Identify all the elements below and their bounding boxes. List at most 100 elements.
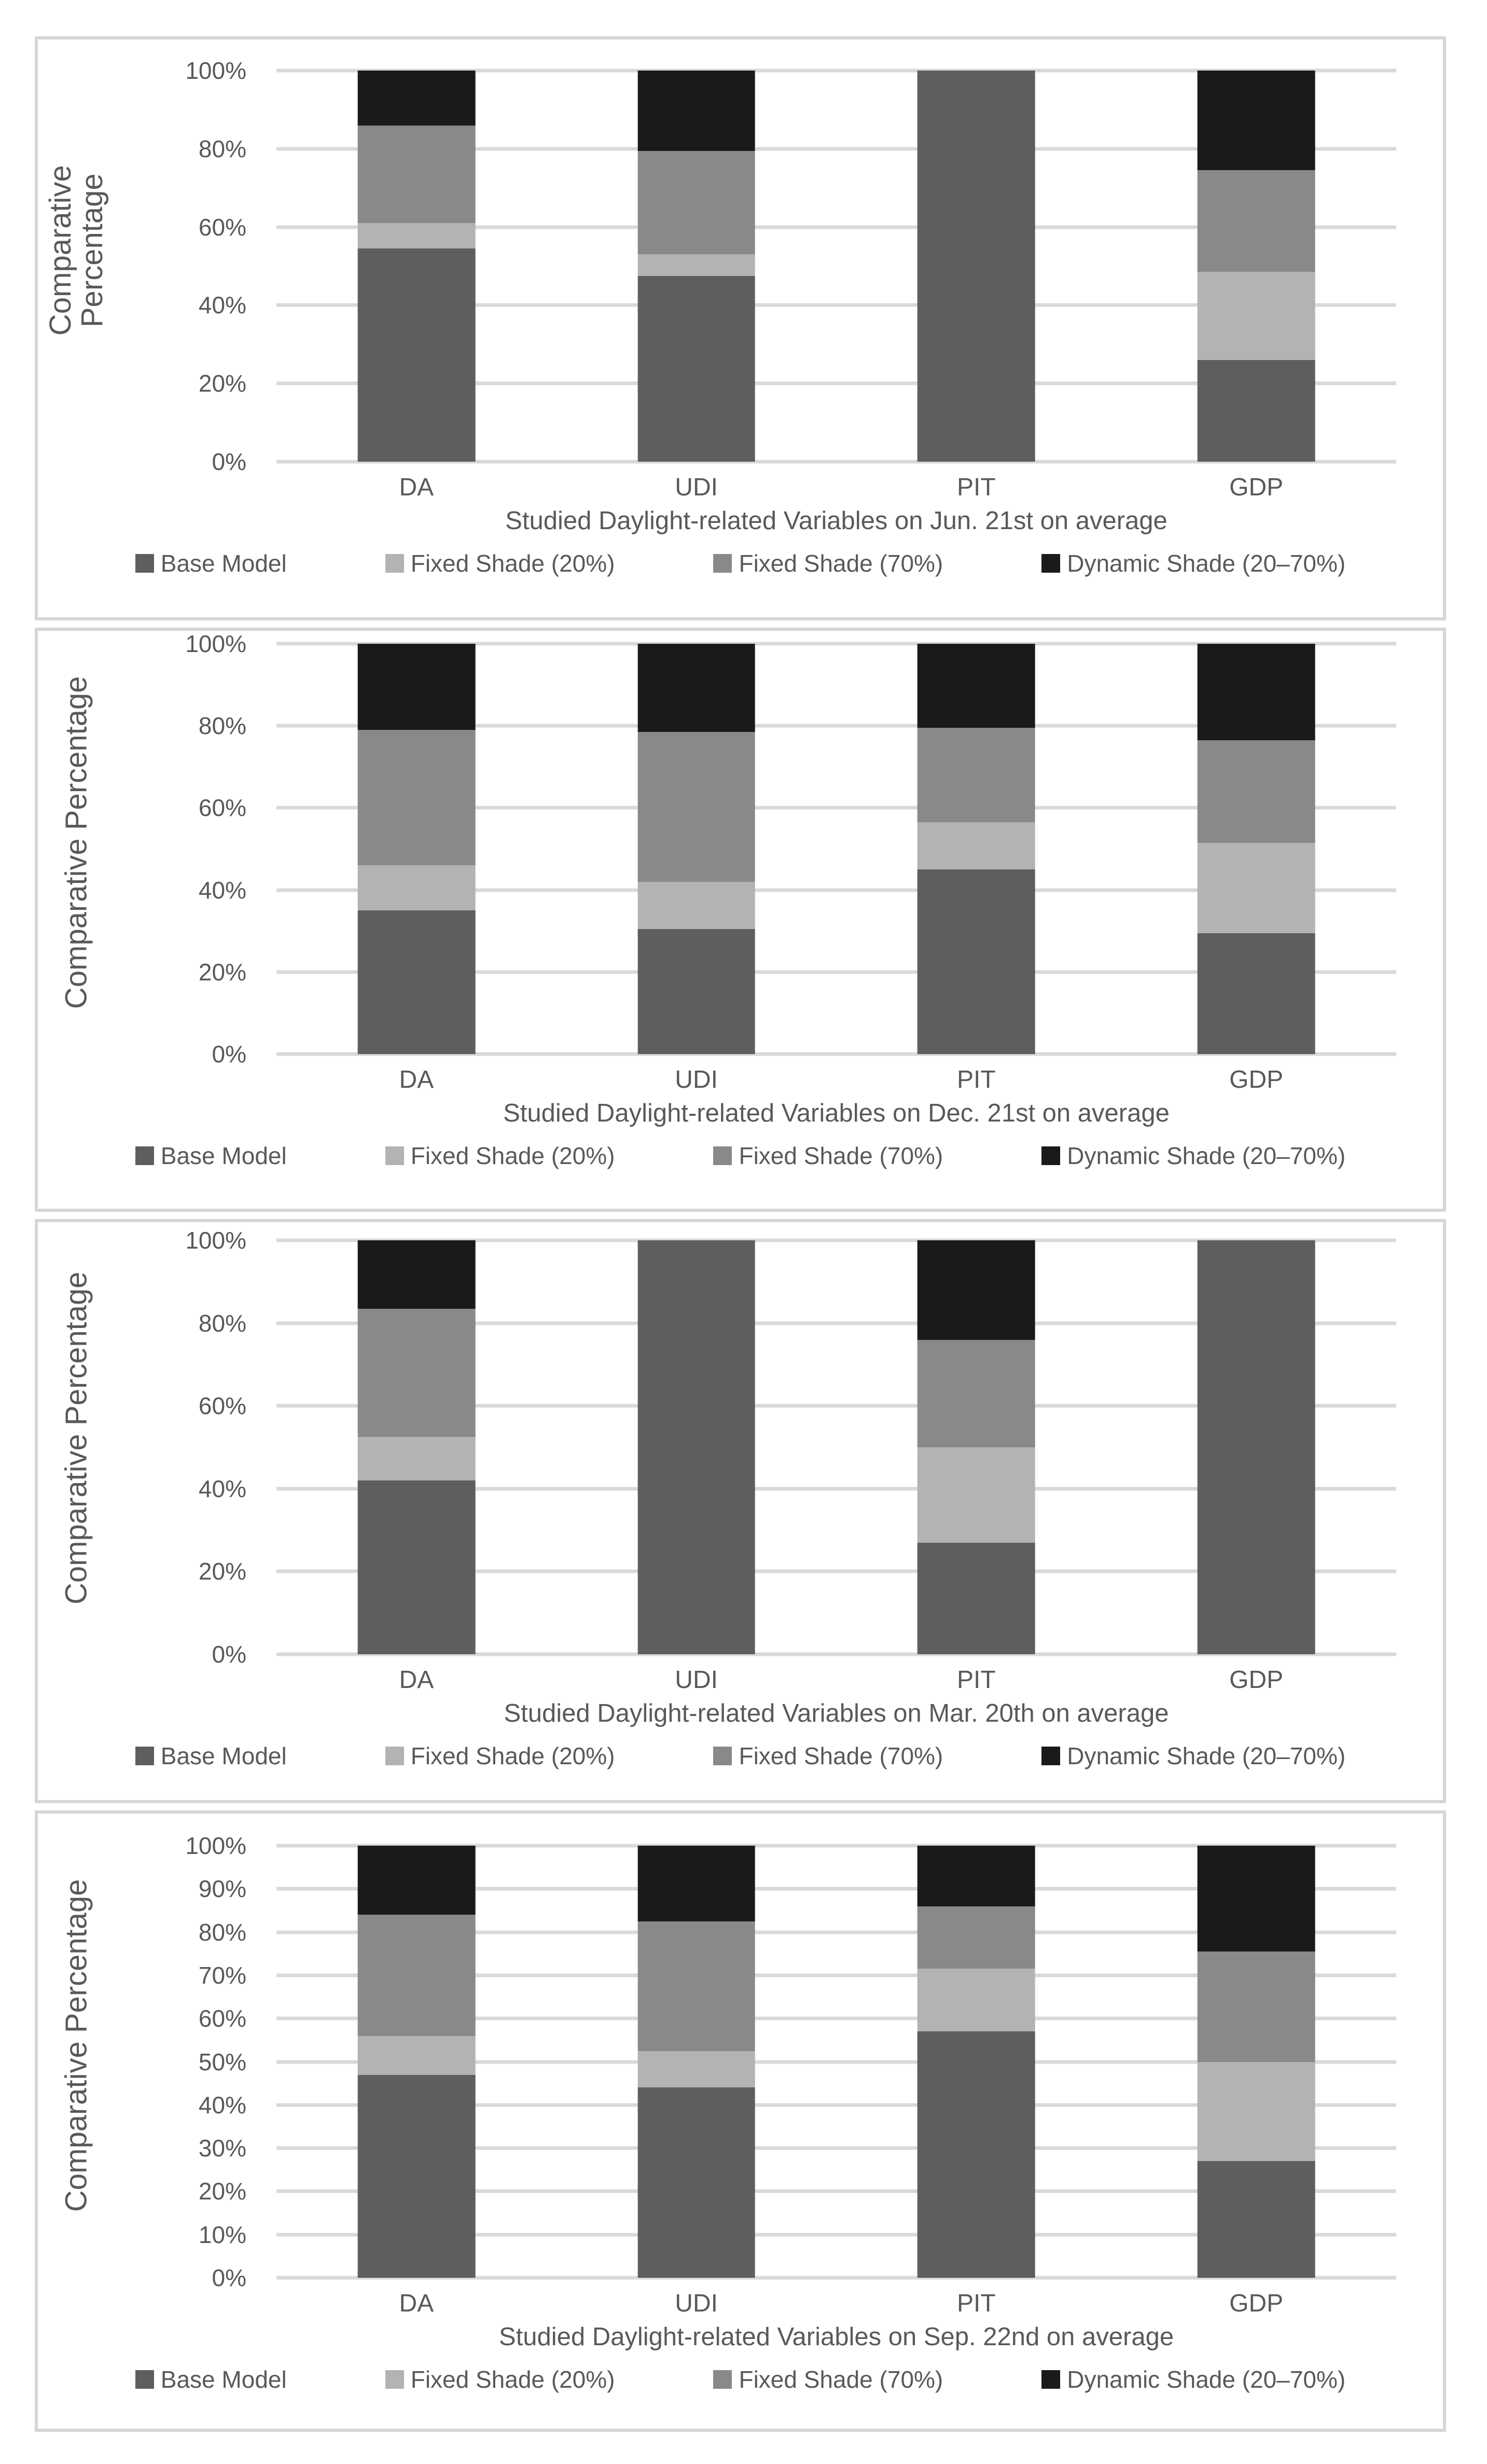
- bar-segment: [637, 929, 755, 1054]
- legend-label: Fixed Shade (20%): [410, 550, 615, 577]
- bar-segment: [637, 71, 755, 151]
- bar-segment: [357, 2036, 476, 2075]
- chart-panels-stack: Comparative Percentage 100% 80% 60% 40% 20% 0…: [35, 36, 1446, 2439]
- bar-segment: [918, 1339, 1035, 1448]
- legend-item: Base Model: [135, 549, 287, 577]
- legend-marker-icon: [713, 1146, 732, 1165]
- bar-segment: [918, 1969, 1035, 2032]
- y-axis-tick-label: 30%: [198, 2135, 246, 2162]
- bar-slot-pit: [837, 1240, 1117, 1654]
- gridline: [276, 2016, 1396, 2020]
- chart-panel-dec-21: Comparative Percentage 100% 80% 60% 40% 20% 0…: [35, 628, 1446, 1212]
- x-axis-category-label: DA: [399, 474, 434, 501]
- legend-marker-icon: [135, 2370, 154, 2389]
- bar-segment: [357, 223, 476, 249]
- plot-area: 100% 80% 60% 40% 20% 0%: [185, 630, 1396, 1068]
- bar-segment: [918, 71, 1035, 462]
- legend-marker-icon: [135, 1146, 154, 1165]
- y-axis-tick-label: 100%: [185, 630, 246, 657]
- chart-panel-mar-20: Comparative Percentage 100% 80% 60% 40% 20% 0…: [35, 1219, 1446, 1803]
- bar-segment: [1197, 359, 1315, 462]
- legend-item: Fixed Shade (70%): [713, 1142, 943, 1170]
- x-axis-title: Studied Daylight-related Variables on Ju…: [505, 507, 1168, 535]
- chart-zone: Comparative Percentage 100% 90% 80% 70% 60% 5…: [38, 1814, 1443, 2291]
- y-axis-tick-label: 80%: [198, 1309, 246, 1337]
- x-axis-title: Studied Daylight-related Variables on Ma…: [504, 1699, 1169, 1727]
- gridline: [276, 381, 1396, 385]
- gridline: [276, 1930, 1396, 1934]
- y-axis-title: Comparative Percentage: [59, 1271, 93, 1605]
- bar-segment: [637, 275, 755, 462]
- y-axis-tick-label: 20%: [198, 1558, 246, 1585]
- bar-segment: [637, 644, 755, 732]
- bar-slot-da: [276, 644, 557, 1054]
- legend-item: Base Model: [135, 1142, 287, 1170]
- legend-label: Fixed Shade (70%): [739, 550, 943, 577]
- gridline: [276, 970, 1396, 974]
- legend-label: Dynamic Shade (20–70%): [1067, 1742, 1346, 1769]
- legend-item: Fixed Shade (20%): [385, 549, 615, 577]
- legend-item: Fixed Shade (70%): [713, 2365, 943, 2393]
- legend-label: Fixed Shade (20%): [410, 1742, 615, 1769]
- x-axis-title: Studied Daylight-related Variables on De…: [503, 1099, 1170, 1127]
- y-axis-tick-label: 0%: [212, 2264, 246, 2291]
- y-axis-tick-label: 70%: [198, 1961, 246, 1989]
- bar-segment: [357, 1846, 476, 1915]
- y-axis-tick-label: 40%: [198, 1475, 246, 1502]
- bar-segment: [637, 2087, 755, 2278]
- bar-segment: [637, 1921, 755, 2051]
- gridline: [276, 1321, 1396, 1325]
- bar-segment: [1197, 272, 1315, 360]
- y-axis-tick-label: 40%: [198, 292, 246, 319]
- x-axis-category-label: GDP: [1229, 1666, 1284, 1694]
- bar-slot-gdp: [1116, 71, 1396, 462]
- stacked-bar-udi: [637, 71, 755, 462]
- legend-label: Base Model: [160, 2366, 287, 2393]
- bar-segment: [1197, 71, 1315, 171]
- bar-segment: [1197, 933, 1315, 1054]
- stacked-bar-da: [357, 1846, 476, 2278]
- y-axis-tick-label: 20%: [198, 958, 246, 986]
- bar-segment: [918, 1240, 1035, 1340]
- legend-item: Fixed Shade (70%): [713, 549, 943, 577]
- stacked-bar-pit: [918, 644, 1035, 1054]
- stacked-bar-da: [357, 644, 476, 1054]
- stacked-bar-udi: [637, 1240, 755, 1654]
- legend-item: Base Model: [135, 1742, 287, 1770]
- x-axis-category-label: GDP: [1229, 1066, 1284, 1093]
- x-axis-category-label: UDI: [675, 474, 718, 501]
- stacked-bar-gdp: [1197, 644, 1315, 1054]
- bars-layer: [276, 1846, 1396, 2278]
- bar-slot-pit: [837, 644, 1117, 1054]
- legend-label: Fixed Shade (20%): [410, 2366, 615, 2393]
- chart-zone: Comparative Percentage 100% 80% 60% 40% 20% 0…: [38, 630, 1443, 1068]
- bar-segment: [637, 732, 755, 882]
- bar-segment: [637, 1846, 755, 1921]
- bar-segment: [1197, 1846, 1315, 1952]
- y-axis-tick-label: 10%: [198, 2221, 246, 2248]
- gridline: [276, 460, 1396, 464]
- y-axis-tick-label: 60%: [198, 213, 246, 241]
- legend-item: Dynamic Shade (20–70%): [1041, 549, 1345, 577]
- bar-segment: [637, 881, 755, 929]
- legend-marker-icon: [713, 1747, 732, 1765]
- bar-slot-da: [276, 1846, 557, 2278]
- legend-item: Dynamic Shade (20–70%): [1041, 1142, 1345, 1170]
- bar-slot-udi: [557, 1240, 837, 1654]
- bars-layer: [276, 644, 1396, 1054]
- x-axis-category-label: PIT: [957, 1066, 996, 1093]
- y-axis-tick-label: 100%: [185, 1227, 246, 1254]
- y-axis-tick-label: 40%: [198, 876, 246, 904]
- y-axis-tick-label: 0%: [212, 1041, 246, 1068]
- bar-slot-gdp: [1116, 1846, 1396, 2278]
- bar-segment: [1197, 2161, 1315, 2278]
- chart-zone: Comparative Percentage 100% 80% 60% 40% 20% 0…: [38, 39, 1443, 475]
- x-axis-category-label: PIT: [957, 2290, 996, 2317]
- x-axis-category-label: DA: [399, 2290, 434, 2317]
- legend-item: Base Model: [135, 2365, 287, 2393]
- legend-label: Fixed Shade (70%): [739, 1142, 943, 1169]
- legend-item: Fixed Shade (20%): [385, 1142, 615, 1170]
- legend-marker-icon: [713, 554, 732, 573]
- y-axis-title: Comparative Percentage: [59, 676, 93, 1009]
- x-axis-category-row: DA UDI PIT GDP: [276, 1054, 1396, 1095]
